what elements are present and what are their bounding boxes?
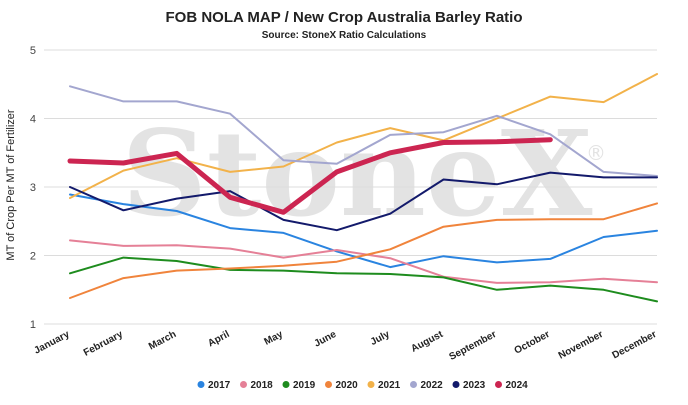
legend-marker	[240, 381, 247, 388]
grid	[44, 49, 657, 325]
y-tick-label: 5	[30, 45, 36, 57]
watermark-registered-mark: ®	[586, 141, 606, 165]
legend-label: 2017	[208, 380, 231, 391]
y-axis-ticks: 1 2 3 4 5	[30, 45, 36, 331]
x-tick-label: November	[557, 329, 605, 362]
series-line-2019	[69, 256, 658, 303]
legend-marker	[282, 381, 290, 388]
legend-marker	[367, 381, 375, 388]
series-line-2023	[69, 171, 658, 232]
chart-title: FOB NOLA MAP / New Crop Australia Barley…	[165, 9, 522, 26]
y-tick-label: 3	[30, 182, 36, 194]
legend-marker	[452, 381, 460, 388]
legend-label: 2018	[251, 380, 274, 391]
legend-item-2023[interactable]: 2023	[452, 380, 486, 391]
legend-marker	[325, 381, 332, 388]
legend-label: 2023	[463, 380, 486, 391]
legend-item-2018[interactable]: 2018	[240, 380, 273, 391]
x-tick-label: March	[147, 329, 178, 353]
legend-item-2017[interactable]: 2017	[197, 380, 231, 391]
legend-label: 2021	[378, 380, 401, 391]
series-line-2020	[69, 202, 658, 299]
legend-marker	[197, 381, 205, 388]
legend-item-2020[interactable]: 2020	[325, 380, 358, 391]
x-tick-label: October	[513, 329, 552, 357]
legend-item-2024[interactable]: 2024	[495, 380, 528, 391]
legend-item-2019[interactable]: 2019	[282, 380, 316, 391]
x-axis-ticks: January February March April May June July Augu…	[32, 329, 658, 363]
legend-label: 2022	[421, 380, 444, 391]
legend-item-2021[interactable]: 2021	[367, 380, 401, 391]
chart-subtitle: Source: StoneX Ratio Calculations	[262, 30, 427, 41]
legend-label: 2020	[336, 380, 359, 391]
x-tick-label: April	[206, 329, 231, 350]
x-tick-label: July	[369, 329, 392, 348]
y-tick-label: 2	[30, 251, 36, 263]
x-tick-label: August	[409, 329, 445, 355]
series-line-2017	[69, 193, 658, 269]
series-line-2024	[67, 137, 553, 215]
legend-marker	[495, 381, 502, 388]
x-tick-label: May	[263, 329, 286, 348]
x-tick-label: December	[611, 329, 659, 361]
legend-label: 2024	[506, 380, 529, 391]
y-tick-label: 4	[30, 114, 36, 126]
legend[interactable]: 2017 2018 2019 2020 2021 2022 2023 2024	[197, 380, 529, 391]
series-line-2022	[69, 85, 658, 177]
legend-item-2022[interactable]: 2022	[410, 380, 443, 391]
y-tick-label: 1	[30, 319, 36, 331]
y-axis-label: MT of Crop Per MT of Fertilizer	[5, 109, 17, 261]
x-tick-label: September	[448, 329, 499, 363]
series-line-2018	[69, 239, 658, 284]
x-tick-label: January	[32, 329, 71, 357]
legend-marker	[410, 381, 417, 388]
x-tick-label: June	[312, 329, 338, 350]
series-line-2021	[69, 73, 658, 199]
x-tick-label: February	[82, 329, 125, 359]
series-lines	[67, 73, 658, 303]
legend-label: 2019	[293, 380, 316, 391]
